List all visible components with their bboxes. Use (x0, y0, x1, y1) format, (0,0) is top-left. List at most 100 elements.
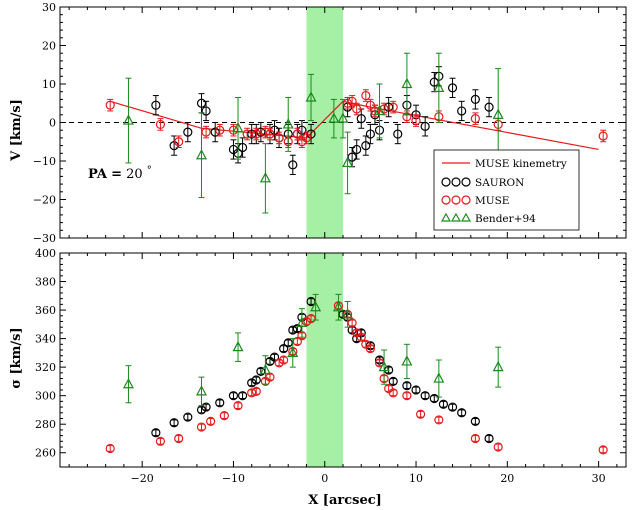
dispersion-muse-point (415, 409, 426, 419)
dispersion-sauron-point (201, 402, 211, 412)
dispersion-sauron-point (470, 416, 480, 426)
dispersion-bender-94-point (433, 372, 445, 383)
dispersion-muse-point (292, 336, 302, 347)
velocity-axis-label: V [km/s] (9, 99, 24, 162)
velocity-bender-94-point (259, 172, 271, 183)
dispersion-ytick-label: 400 (35, 247, 56, 260)
velocity-sauron-point (151, 100, 161, 110)
dispersion-sauron-point (288, 325, 298, 335)
velocity-muse-point (215, 125, 225, 135)
velocity-sauron-point (201, 106, 211, 116)
dispersion-bender-94-point (259, 363, 271, 375)
velocity-muse-point (201, 127, 211, 137)
velocity-sauron-point (288, 160, 298, 170)
velocity-sauron-point (457, 106, 467, 116)
dispersion-sauron-point (279, 343, 289, 354)
velocity-bender-94-point (374, 104, 386, 116)
dispersion-sauron-point (306, 296, 316, 307)
dispersion-panel: 260 280 300 320 340 360 380 400 −20 −10 0 10 20 30 (35, 247, 627, 485)
dispersion-sauron-point (411, 385, 421, 395)
velocity-ytick-label: 0 (49, 117, 56, 130)
dispersion-muse-point (470, 433, 480, 444)
velocity-sauron-point (420, 121, 430, 131)
dispersion-ytick-label: 320 (35, 361, 56, 374)
dispersion-sauron-point (384, 365, 394, 375)
dispersion-sauron-point (151, 428, 161, 438)
velocity-ytick-label: −30 (33, 232, 56, 245)
velocity-muse-point (347, 96, 357, 106)
dispersion-muse-point (206, 416, 216, 426)
dispersion-sauron-point (237, 391, 248, 401)
dispersion-muse-point (306, 314, 316, 324)
dispersion-sauron-point (228, 391, 239, 401)
velocity-muse-point (274, 133, 284, 143)
legend: MUSE kinemetry SAURON MUSE Bender+94 (433, 149, 580, 231)
velocity-sauron-point (247, 129, 257, 139)
velocity-sauron-point (484, 102, 494, 112)
velocity-muse-point (228, 125, 239, 135)
legend-sauron-swatch (441, 177, 471, 187)
dispersion-xtick-label: −20 (131, 472, 154, 485)
dispersion-sauron-point (484, 433, 494, 444)
velocity-muse-point (361, 90, 371, 101)
dispersion-muse-point (434, 415, 444, 425)
velocity-sauron-point (352, 144, 362, 155)
velocity-sauron-point (393, 129, 403, 139)
velocity-ytick-label: 10 (42, 78, 56, 91)
velocity-bender-94-series (122, 52, 504, 214)
dispersion-bender-94-point (378, 360, 390, 372)
dispersion-bender-94-point (232, 340, 244, 352)
dispersion-muse-point (233, 401, 243, 411)
velocity-sauron-point (210, 127, 220, 137)
legend-kinemetry-label: MUSE kinemetry (475, 158, 567, 170)
dispersion-sauron-point (447, 402, 458, 412)
velocity-sauron-point (470, 94, 480, 105)
dispersion-bender-94-point (401, 355, 413, 366)
dispersion-bender-94-point (310, 300, 322, 312)
velocity-bender-94-point (433, 81, 445, 92)
dispersion-sauron-point (292, 324, 302, 334)
dispersion-muse-point (247, 388, 257, 398)
velocity-sauron-point (356, 114, 366, 124)
dispersion-sauron-point (215, 398, 225, 408)
dispersion-sauron-point (169, 418, 179, 428)
legend-muse-swatch (441, 195, 471, 205)
dispersion-muse-series (105, 301, 608, 455)
dispersion-muse-point (279, 355, 289, 365)
velocity-muse-point (155, 119, 166, 130)
dispersion-axis-label: σ [km/s] (9, 327, 24, 388)
dispersion-muse-point (174, 433, 184, 444)
legend-bender-swatch (440, 212, 472, 222)
dispersion-sauron-point (388, 376, 398, 386)
dispersion-sauron-point (420, 391, 430, 401)
dispersion-sauron-point (251, 375, 261, 385)
velocity-muse-point (292, 129, 302, 139)
velocity-ytick-label: 20 (42, 40, 56, 53)
velocity-muse-point (411, 115, 421, 126)
velocity-sauron-point (361, 141, 371, 151)
velocity-muse-kinemetry-series (110, 100, 599, 151)
dispersion-bender-94-point (122, 377, 134, 389)
dispersion-bender-94-point (196, 385, 207, 396)
dispersion-bender-94-series (122, 293, 504, 407)
velocity-muse-point (301, 133, 312, 143)
dispersion-ytick-label: 340 (35, 333, 56, 346)
dispersion-bender-94-point (492, 360, 504, 372)
dispersion-muse-point (219, 411, 229, 421)
velocity-sauron-point (196, 98, 207, 108)
velocity-sauron-point (237, 142, 248, 153)
velocity-bender-94-point (282, 118, 294, 129)
pa-label: PA (88, 167, 108, 182)
dispersion-sauron-point (183, 412, 193, 422)
dispersion-shaded-band (306, 253, 343, 467)
velocity-sauron-point (183, 127, 193, 137)
velocity-bender-94-point (305, 91, 317, 102)
dispersion-ytick-label: 360 (35, 304, 56, 317)
dispersion-muse-point (365, 343, 375, 354)
velocity-muse-point (251, 129, 261, 139)
velocity-muse-point (598, 131, 608, 141)
x-axis-label: X [arcsec] (308, 493, 382, 508)
velocity-bender-94-point (342, 156, 354, 168)
dispersion-xtick-label: −10 (222, 472, 245, 485)
